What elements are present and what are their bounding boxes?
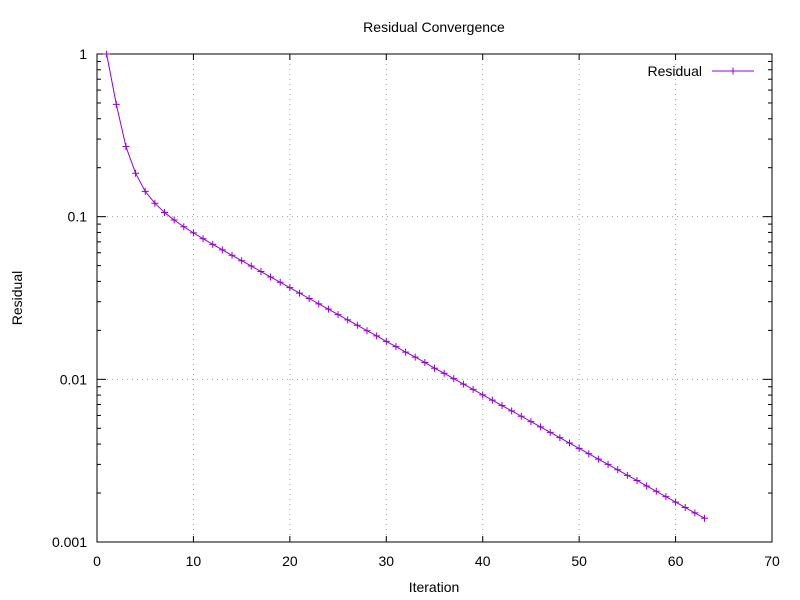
data-point <box>315 300 323 308</box>
data-point <box>672 498 680 506</box>
x-axis-label: Iteration <box>409 579 460 595</box>
data-point <box>498 402 506 410</box>
data-point <box>614 466 622 474</box>
plot-frame <box>96 53 773 543</box>
data-point <box>701 514 708 522</box>
data-point <box>199 235 207 243</box>
y-tick-label: 0.001 <box>52 534 87 550</box>
data-point <box>411 353 419 361</box>
data-point <box>296 289 303 297</box>
data-point <box>170 216 178 224</box>
x-tick-label: 0 <box>93 553 101 569</box>
data-point <box>151 199 159 207</box>
data-point <box>363 327 371 335</box>
data-point <box>161 209 168 217</box>
data-point <box>421 358 429 366</box>
data-point <box>122 142 130 150</box>
data-point <box>469 385 477 393</box>
data-point <box>344 316 352 324</box>
data-point <box>238 257 246 265</box>
data-point <box>594 455 602 463</box>
data-point <box>556 434 564 442</box>
data-point <box>103 50 111 58</box>
data-point <box>276 278 284 286</box>
data-point <box>334 311 342 319</box>
legend-label: Residual <box>648 63 702 79</box>
data-point <box>585 450 593 458</box>
data-point <box>450 375 458 383</box>
chart-title: Residual Convergence <box>363 19 505 35</box>
data-point <box>546 428 554 436</box>
y-axis-label: Residual <box>9 271 25 325</box>
data-point <box>662 493 670 501</box>
data-point <box>488 396 496 404</box>
data-point <box>286 284 294 292</box>
data-point <box>440 369 448 377</box>
data-point <box>604 460 612 468</box>
x-tick-label: 10 <box>186 553 202 569</box>
data-point <box>324 305 332 313</box>
data-point <box>527 418 535 426</box>
data-point <box>209 240 217 248</box>
data-point <box>247 262 255 270</box>
data-point <box>228 251 236 259</box>
axis-ticks <box>96 53 773 543</box>
data-point <box>218 246 226 254</box>
data-point <box>459 380 467 388</box>
y-tick-label: 0.01 <box>60 371 87 387</box>
data-point <box>382 337 390 345</box>
y-tick-label: 1 <box>79 46 87 62</box>
data-point <box>479 391 487 399</box>
data-point <box>681 503 689 511</box>
data-point <box>508 407 516 415</box>
data-point <box>517 412 525 420</box>
data-point <box>643 482 651 490</box>
y-tick-label: 0.1 <box>68 209 88 225</box>
series-line <box>106 53 705 519</box>
grid <box>97 54 772 542</box>
data-point <box>180 223 188 231</box>
data-point <box>623 471 631 479</box>
x-tick-label: 70 <box>764 553 780 569</box>
data-point <box>575 444 583 452</box>
axis-tick-labels: 0 10 20 30 40 50 60 70 0.001 0.01 0.1 1 <box>52 46 780 569</box>
data-point <box>402 348 410 356</box>
x-tick-label: 40 <box>475 553 491 569</box>
data-point <box>112 100 120 108</box>
data-point <box>691 509 699 517</box>
data-point <box>353 321 361 329</box>
data-point <box>633 476 641 484</box>
data-point <box>132 169 140 177</box>
data-point <box>189 229 197 237</box>
legend-marker-sample <box>729 67 737 75</box>
data-point <box>431 364 438 372</box>
x-tick-label: 50 <box>571 553 587 569</box>
x-tick-label: 60 <box>668 553 684 569</box>
data-point <box>141 187 149 195</box>
data-point <box>652 487 660 495</box>
data-point <box>257 268 265 276</box>
data-point <box>392 343 400 351</box>
data-point <box>267 273 275 281</box>
data-point <box>566 439 573 447</box>
legend: Residual <box>648 63 754 79</box>
x-tick-label: 30 <box>378 553 394 569</box>
data-point <box>373 332 381 340</box>
data-point <box>305 294 313 302</box>
series-layer <box>103 50 708 522</box>
x-tick-label: 20 <box>282 553 298 569</box>
data-point <box>537 423 545 431</box>
